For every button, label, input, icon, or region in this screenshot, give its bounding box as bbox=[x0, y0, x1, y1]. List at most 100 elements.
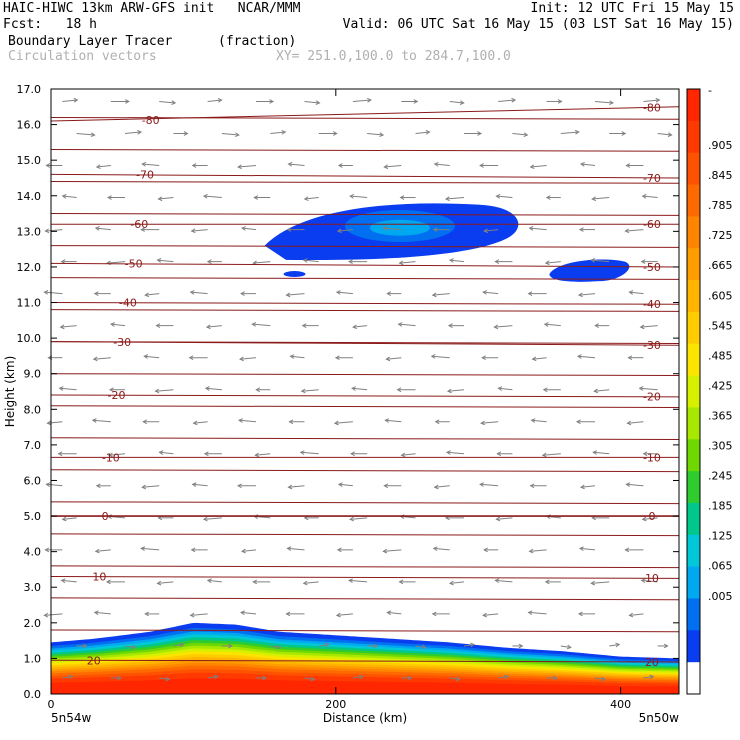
circulation-vector-head bbox=[333, 420, 339, 426]
circulation-vector-head bbox=[205, 324, 211, 330]
circulation-vector-head bbox=[496, 451, 502, 457]
circulation-vector-head bbox=[407, 675, 413, 681]
circulation-vector-head bbox=[95, 483, 101, 489]
circulation-vector bbox=[591, 581, 610, 584]
colorbar-swatch bbox=[687, 89, 700, 122]
circulation-vector-head bbox=[287, 484, 293, 490]
circulation-vector-head bbox=[667, 132, 673, 137]
circulation-vector bbox=[157, 581, 174, 584]
circulation-vector-head bbox=[109, 387, 114, 393]
colorbar-label: .185 bbox=[708, 500, 733, 513]
circulation-vector bbox=[480, 483, 499, 487]
circulation-vector-head bbox=[191, 482, 197, 487]
circulation-vector-head bbox=[529, 164, 535, 170]
circulation-vector-head bbox=[155, 323, 161, 329]
circulation-vector bbox=[639, 387, 658, 391]
contour-label: -60 bbox=[643, 218, 661, 231]
circulation-vector-head bbox=[255, 387, 261, 393]
circulation-vector bbox=[334, 421, 353, 424]
circulation-vector-head bbox=[289, 354, 295, 359]
circulation-vector-head bbox=[143, 354, 149, 359]
circulation-vector bbox=[542, 453, 561, 456]
temperature-contour bbox=[50, 245, 680, 248]
circulation-vector-head bbox=[204, 386, 210, 391]
circulation-vector-head bbox=[479, 163, 484, 168]
circulation-vector-head bbox=[541, 452, 547, 458]
circulation-vector bbox=[398, 323, 416, 327]
circulation-vector-head bbox=[91, 418, 97, 423]
circulation-vector-head bbox=[358, 674, 364, 680]
circulation-vector bbox=[96, 165, 111, 168]
circulation-vector bbox=[495, 579, 513, 583]
circulation-vector bbox=[415, 131, 430, 134]
circulation-vector bbox=[594, 100, 614, 104]
circulation-vector-head bbox=[202, 516, 208, 522]
circulation-vector bbox=[449, 259, 465, 263]
colorbar-swatch bbox=[687, 184, 700, 217]
circulation-vector-head bbox=[310, 676, 316, 682]
circulation-vector bbox=[449, 677, 460, 680]
circulation-vector-head bbox=[110, 322, 115, 327]
circulation-vector bbox=[206, 325, 222, 328]
circulation-vector-head bbox=[241, 548, 246, 554]
circulation-vector bbox=[288, 485, 305, 488]
circulation-vector-head bbox=[575, 419, 581, 425]
circulation-vector-head bbox=[577, 611, 583, 617]
circulation-vector-head bbox=[379, 132, 385, 138]
circulation-vector-head bbox=[189, 290, 195, 295]
circulation-vector bbox=[387, 611, 402, 615]
circulation-vector bbox=[253, 261, 271, 264]
contour-label: -80 bbox=[643, 102, 661, 115]
circulation-vector-head bbox=[61, 194, 67, 199]
circulation-vector-head bbox=[544, 579, 550, 585]
colorbar-label: - bbox=[708, 84, 712, 97]
circulation-vector-head bbox=[621, 131, 627, 136]
circulation-vector-head bbox=[144, 292, 150, 298]
circulation-vector-head bbox=[432, 227, 438, 232]
circulation-vector bbox=[401, 453, 416, 456]
circulation-vector bbox=[385, 419, 402, 423]
circulation-vector-head bbox=[527, 610, 533, 616]
y-tick-label: 13.0 bbox=[17, 225, 42, 238]
x-axis-label: Distance (km) bbox=[323, 711, 407, 725]
circulation-vector bbox=[287, 547, 305, 551]
circulation-vector bbox=[62, 195, 77, 199]
circulation-vector-head bbox=[253, 195, 259, 200]
y-tick-label: 6.0 bbox=[24, 474, 42, 487]
circulation-vector-head bbox=[140, 227, 145, 232]
circulation-vector-head bbox=[382, 548, 388, 554]
contour-label: 20 bbox=[645, 656, 659, 669]
colorbar-frame bbox=[686, 88, 701, 695]
circulation-vector-head bbox=[431, 292, 437, 298]
y-tick-label: 7.0 bbox=[24, 439, 42, 452]
circulation-vector-head bbox=[625, 482, 631, 487]
circulation-vector bbox=[159, 451, 174, 455]
field-name: Boundary Layer Tracer bbox=[8, 34, 173, 49]
colorbar-swatch bbox=[687, 407, 700, 440]
temperature-contour-labeled bbox=[50, 659, 680, 663]
circulation-vector-head bbox=[592, 450, 598, 455]
circulation-vector bbox=[352, 387, 368, 391]
colorbar-label: .125 bbox=[708, 530, 733, 543]
colorbar-label: .245 bbox=[708, 470, 733, 483]
circulation-vector-head bbox=[276, 644, 282, 650]
circulation-vector bbox=[498, 99, 516, 102]
circulation-vector bbox=[353, 325, 368, 328]
circulation-vector bbox=[92, 419, 111, 423]
circulation-vector bbox=[252, 323, 271, 327]
circulation-vector-head bbox=[367, 97, 372, 103]
colorbar-label: .845 bbox=[708, 169, 733, 182]
circulation-vector bbox=[530, 165, 547, 168]
circulation-vector bbox=[657, 132, 672, 136]
circulation-vector-head bbox=[552, 675, 558, 681]
circulation-vector-head bbox=[239, 356, 244, 362]
upper-cloud-fleck bbox=[283, 271, 306, 278]
circulation-vector-head bbox=[287, 161, 293, 167]
circulation-vector-head bbox=[624, 228, 630, 234]
circulation-vector bbox=[61, 579, 77, 583]
circulation-vector-head bbox=[336, 228, 342, 234]
circulation-vector bbox=[155, 389, 174, 392]
circulation-vector bbox=[529, 549, 547, 552]
circulation-vector bbox=[560, 645, 571, 648]
circulation-vector bbox=[190, 291, 208, 295]
